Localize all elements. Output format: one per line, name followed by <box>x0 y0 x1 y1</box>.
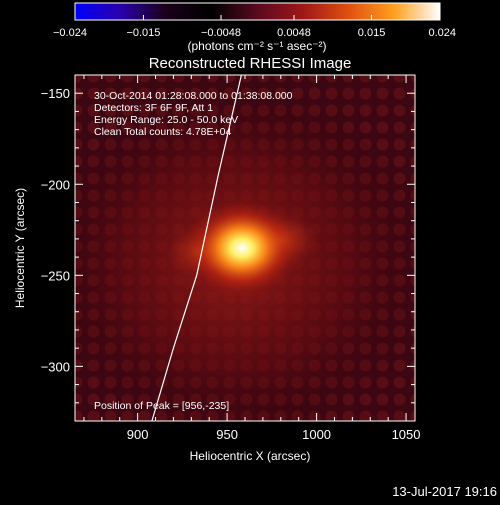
colorbar-ticks: −0.024 −0.015 −0.0048 0.0048 0.015 0.024 <box>53 15 456 39</box>
colorbar-tick-label: −0.0048 <box>201 27 241 39</box>
peak-position-text: Position of Peak = [956,-235] <box>94 400 229 412</box>
colorbar-tick-label: 0.024 <box>428 27 456 39</box>
x-axis-label: Heliocentric X (arcsec) <box>190 449 311 463</box>
info-line-energy: Energy Range: 25.0 - 50.0 keV <box>94 114 238 126</box>
info-line-time: 30-Oct-2014 01:28:08.000 to 01:38:08.000 <box>94 90 293 102</box>
x-tick-label: 1050 <box>392 427 421 442</box>
axis-ticks: 900 950 1000 1050 −150 −200 −250 −300 <box>41 74 421 442</box>
info-line-detectors: Detectors: 3F 6F 9F, Att 1 <box>94 102 213 114</box>
solar-limb-curve <box>151 75 242 421</box>
colorbar <box>74 2 441 21</box>
colorbar-tick-label: 0.0048 <box>277 27 311 39</box>
y-tick-label: −300 <box>41 359 70 374</box>
y-tick-label: −250 <box>41 268 70 283</box>
y-tick-label: −200 <box>41 177 70 192</box>
x-tick-label: 1000 <box>302 427 331 442</box>
colorbar-units-label: (photons cm⁻² s⁻¹ asec⁻²) <box>187 39 326 53</box>
plot-title: Reconstructed RHESSI Image <box>149 55 352 72</box>
y-tick-label: −150 <box>41 86 70 101</box>
x-tick-label: 900 <box>127 427 149 442</box>
footer-date: 13-Jul-2017 19:16 <box>392 484 497 499</box>
y-axis-label: Heliocentric Y (arcsec) <box>13 188 27 308</box>
colorbar-tick-label: 0.015 <box>358 27 386 39</box>
x-tick-label: 950 <box>216 427 238 442</box>
colorbar-tick-label: −0.015 <box>126 27 160 39</box>
colorbar-tick-label: −0.024 <box>53 27 87 39</box>
heatmap-image <box>75 75 415 421</box>
info-line-counts: Clean Total counts: 4.78E+04 <box>94 126 231 138</box>
peak-source <box>180 196 304 300</box>
